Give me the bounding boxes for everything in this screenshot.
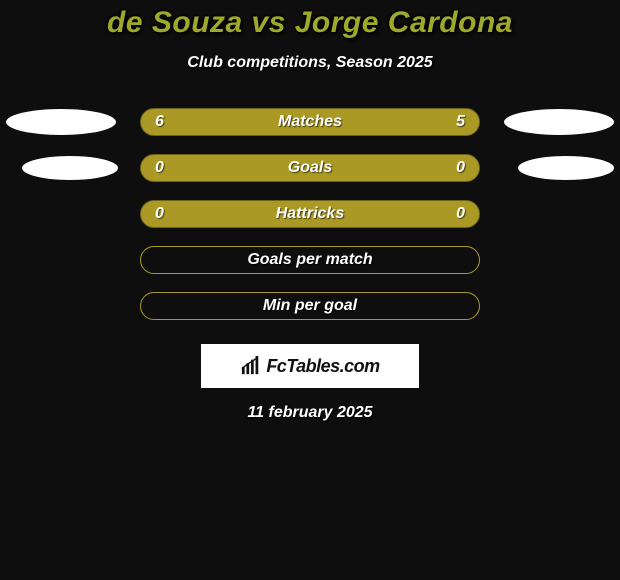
page-title: de Souza vs Jorge Cardona — [0, 6, 620, 40]
chart-icon — [240, 356, 262, 376]
player-badge-right — [504, 109, 614, 135]
stat-row: 6Matches5 — [0, 108, 620, 154]
source-badge: FcTables.com — [201, 344, 419, 388]
stat-bar: Goals per match — [140, 246, 480, 274]
stat-bar: 6Matches5 — [140, 108, 480, 136]
page-subtitle: Club competitions, Season 2025 — [0, 54, 620, 72]
stat-label: Min per goal — [141, 297, 479, 315]
stats-rows: 6Matches50Goals00Hattricks0Goals per mat… — [0, 108, 620, 338]
stat-row: 0Goals0 — [0, 154, 620, 200]
stat-bar: 0Goals0 — [140, 154, 480, 182]
stat-label: Goals — [141, 159, 479, 177]
stat-row: Min per goal — [0, 292, 620, 338]
stat-row: 0Hattricks0 — [0, 200, 620, 246]
stat-value-right: 0 — [456, 205, 465, 223]
stat-label: Goals per match — [141, 251, 479, 269]
stat-row: Goals per match — [0, 246, 620, 292]
stat-bar: Min per goal — [140, 292, 480, 320]
source-name: FcTables.com — [266, 356, 379, 377]
stat-bar: 0Hattricks0 — [140, 200, 480, 228]
player-badge-right — [518, 156, 614, 180]
player-badge-left — [22, 156, 118, 180]
stat-value-right: 5 — [456, 113, 465, 131]
stat-label: Hattricks — [141, 205, 479, 223]
player-badge-left — [6, 109, 116, 135]
comparison-card: de Souza vs Jorge Cardona Club competiti… — [0, 0, 620, 422]
stat-value-right: 0 — [456, 159, 465, 177]
stat-label: Matches — [141, 113, 479, 131]
footer-date: 11 february 2025 — [0, 404, 620, 422]
